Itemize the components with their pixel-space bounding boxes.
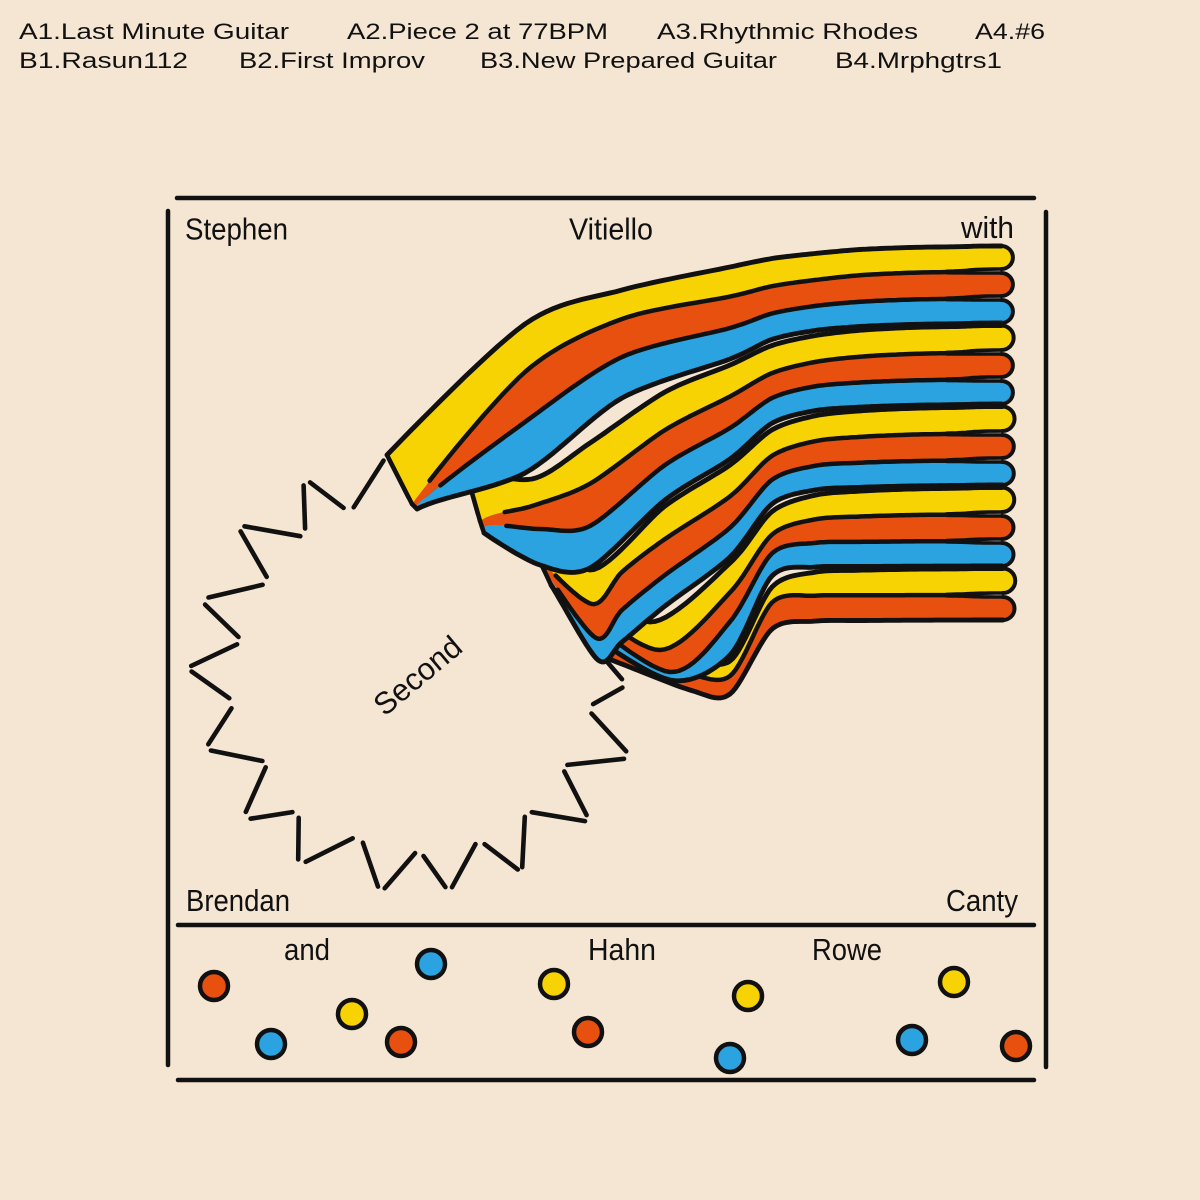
- svg-text:A1.Last Minute Guitar: A1.Last Minute Guitar: [19, 19, 290, 44]
- svg-text:Vitiello: Vitiello: [569, 212, 653, 247]
- svg-text:and: and: [284, 932, 330, 967]
- svg-text:Stephen: Stephen: [185, 212, 288, 247]
- svg-text:B1.Rasun112: B1.Rasun112: [19, 48, 188, 73]
- svg-text:Canty: Canty: [946, 883, 1018, 918]
- svg-text:B3.New Prepared Guitar: B3.New Prepared Guitar: [480, 48, 778, 73]
- svg-text:Brendan: Brendan: [186, 883, 290, 918]
- svg-text:A2.Piece 2 at 77BPM: A2.Piece 2 at 77BPM: [347, 19, 608, 44]
- svg-text:A4.#6: A4.#6: [975, 19, 1045, 44]
- svg-text:Hahn: Hahn: [588, 932, 656, 967]
- svg-text:with: with: [960, 210, 1014, 245]
- svg-text:A3.Rhythmic Rhodes: A3.Rhythmic Rhodes: [657, 19, 918, 44]
- svg-text:Rowe: Rowe: [812, 932, 882, 967]
- svg-text:B4.Mrphgtrs1: B4.Mrphgtrs1: [835, 48, 1002, 73]
- svg-text:B2.First Improv: B2.First Improv: [239, 48, 426, 73]
